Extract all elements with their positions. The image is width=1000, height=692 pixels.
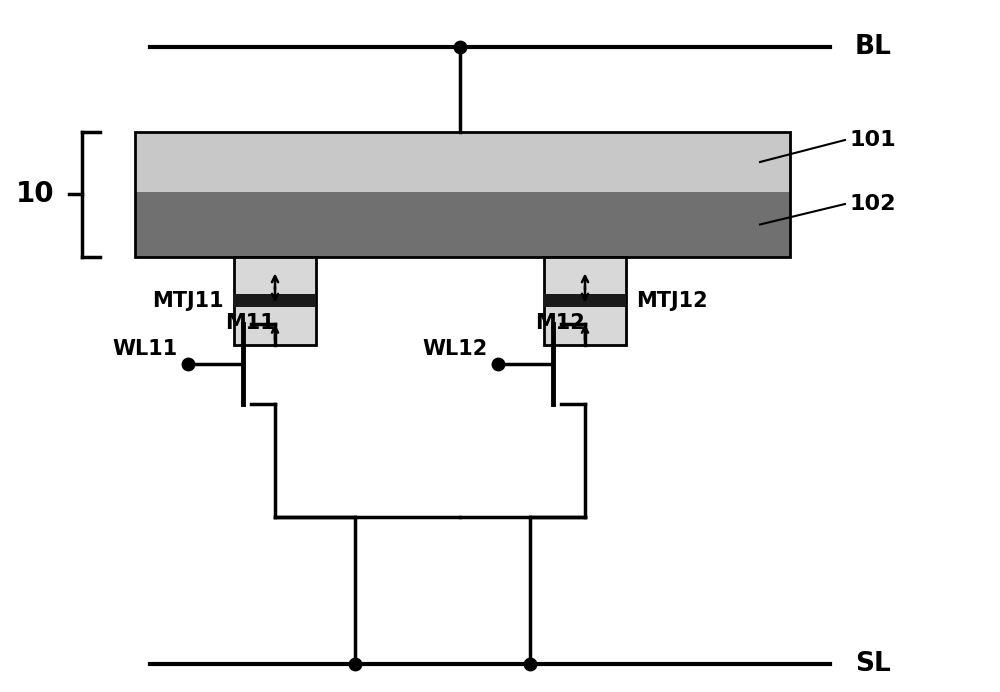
Text: 10: 10: [16, 181, 54, 208]
Text: WL11: WL11: [113, 339, 178, 359]
Text: BL: BL: [855, 34, 892, 60]
Bar: [234, 295, 316, 307]
Text: M11: M11: [225, 313, 275, 333]
Bar: [544, 295, 626, 307]
Bar: [234, 257, 316, 345]
Text: SL: SL: [855, 651, 891, 677]
Bar: [135, 132, 790, 192]
Text: M12: M12: [535, 313, 585, 333]
Bar: [135, 132, 790, 257]
Text: 101: 101: [850, 130, 897, 150]
Bar: [135, 192, 790, 257]
Text: MTJ12: MTJ12: [636, 291, 708, 311]
Text: WL12: WL12: [423, 339, 488, 359]
Bar: [544, 257, 626, 345]
Text: 102: 102: [850, 194, 896, 214]
Text: MTJ11: MTJ11: [152, 291, 224, 311]
